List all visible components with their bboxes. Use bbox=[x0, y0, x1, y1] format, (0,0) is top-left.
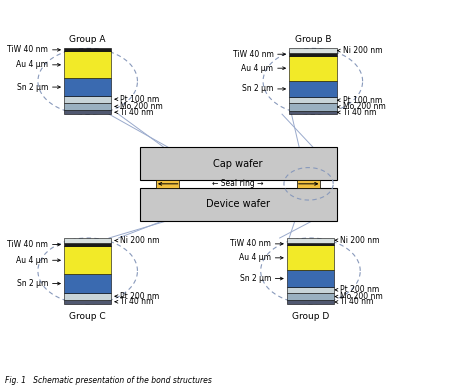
Text: Cap wafer: Cap wafer bbox=[213, 159, 263, 168]
Bar bbox=[64, 78, 111, 96]
Text: Sn 2 μm: Sn 2 μm bbox=[17, 82, 48, 92]
Bar bbox=[289, 81, 337, 97]
Bar bbox=[64, 274, 111, 293]
Text: Sn 2 μm: Sn 2 μm bbox=[17, 279, 48, 288]
Text: Group C: Group C bbox=[69, 312, 106, 321]
Text: Au 4 μm: Au 4 μm bbox=[16, 256, 48, 265]
Text: Ti 40 nm: Ti 40 nm bbox=[120, 108, 153, 117]
Text: Pt 100 nm: Pt 100 nm bbox=[120, 95, 159, 104]
Bar bbox=[287, 293, 334, 300]
Text: Au 4 μm: Au 4 μm bbox=[241, 64, 273, 73]
Bar bbox=[64, 238, 111, 243]
Text: Pt 200 nm: Pt 200 nm bbox=[340, 285, 380, 295]
Text: Ni 200 nm: Ni 200 nm bbox=[340, 236, 380, 245]
Text: Device wafer: Device wafer bbox=[206, 199, 270, 209]
Bar bbox=[289, 53, 337, 56]
Text: Group B: Group B bbox=[294, 35, 331, 44]
Bar bbox=[64, 300, 111, 304]
Text: Ni 200 nm: Ni 200 nm bbox=[120, 236, 159, 245]
Bar bbox=[64, 51, 111, 78]
Text: TiW 40 nm: TiW 40 nm bbox=[233, 50, 273, 59]
Bar bbox=[297, 180, 320, 188]
Text: Mo 200 nm: Mo 200 nm bbox=[340, 292, 383, 301]
Bar bbox=[289, 103, 337, 111]
Text: Sn 2 μm: Sn 2 μm bbox=[240, 274, 271, 283]
Text: Sn 2 μm: Sn 2 μm bbox=[242, 84, 273, 93]
Text: Mo 200 nm: Mo 200 nm bbox=[343, 103, 385, 111]
Bar bbox=[140, 147, 337, 180]
Text: TiW 40 nm: TiW 40 nm bbox=[8, 240, 48, 249]
Bar bbox=[289, 111, 337, 114]
Bar bbox=[64, 48, 111, 51]
Text: Ti 40 nm: Ti 40 nm bbox=[343, 108, 376, 117]
Bar bbox=[287, 245, 334, 271]
Text: Au 4 μm: Au 4 μm bbox=[16, 60, 48, 69]
Bar bbox=[140, 188, 337, 221]
Bar bbox=[289, 56, 337, 81]
Text: Ni 200 nm: Ni 200 nm bbox=[343, 46, 382, 55]
Bar bbox=[64, 246, 111, 274]
Text: Pt 100 nm: Pt 100 nm bbox=[343, 96, 382, 105]
Bar bbox=[287, 238, 334, 243]
Text: ← Seal ring →: ← Seal ring → bbox=[212, 179, 264, 188]
Bar bbox=[287, 243, 334, 245]
Bar bbox=[64, 243, 111, 246]
Bar bbox=[64, 96, 111, 103]
Text: Group D: Group D bbox=[292, 312, 329, 321]
Text: Group A: Group A bbox=[69, 35, 106, 44]
Bar bbox=[289, 97, 337, 103]
Text: Ti 40 nm: Ti 40 nm bbox=[120, 297, 153, 306]
Text: Mo 200 nm: Mo 200 nm bbox=[120, 102, 163, 111]
Text: Ti 40 nm: Ti 40 nm bbox=[340, 298, 374, 307]
Bar bbox=[64, 110, 111, 114]
Text: TiW 40 nm: TiW 40 nm bbox=[8, 45, 48, 54]
Bar bbox=[64, 103, 111, 110]
Bar bbox=[156, 180, 179, 188]
Bar bbox=[287, 287, 334, 293]
Bar bbox=[64, 293, 111, 300]
Bar bbox=[289, 48, 337, 53]
Bar bbox=[287, 300, 334, 304]
Text: Au 4 μm: Au 4 μm bbox=[239, 253, 271, 262]
Bar bbox=[287, 271, 334, 287]
Text: Fig. 1   Schematic presentation of the bond structures: Fig. 1 Schematic presentation of the bon… bbox=[5, 376, 211, 385]
Text: Pt 200 nm: Pt 200 nm bbox=[120, 292, 159, 301]
Text: TiW 40 nm: TiW 40 nm bbox=[230, 240, 271, 248]
